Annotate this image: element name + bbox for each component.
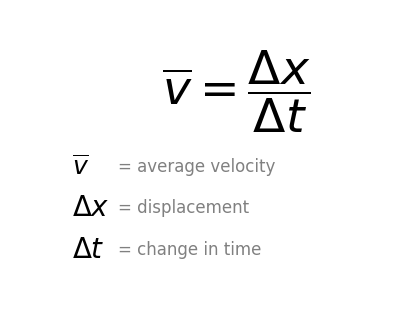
Text: = change in time: = change in time [118,240,262,258]
Text: $\overline{v} = \dfrac{\Delta x}{\Delta t}$: $\overline{v} = \dfrac{\Delta x}{\Delta … [162,48,310,135]
Text: = average velocity: = average velocity [118,158,276,176]
Text: = displacement: = displacement [118,199,249,217]
Text: $\overline{v}$: $\overline{v}$ [72,155,89,179]
Text: $\Delta x$: $\Delta x$ [72,194,109,222]
Text: $\Delta t$: $\Delta t$ [72,236,104,264]
